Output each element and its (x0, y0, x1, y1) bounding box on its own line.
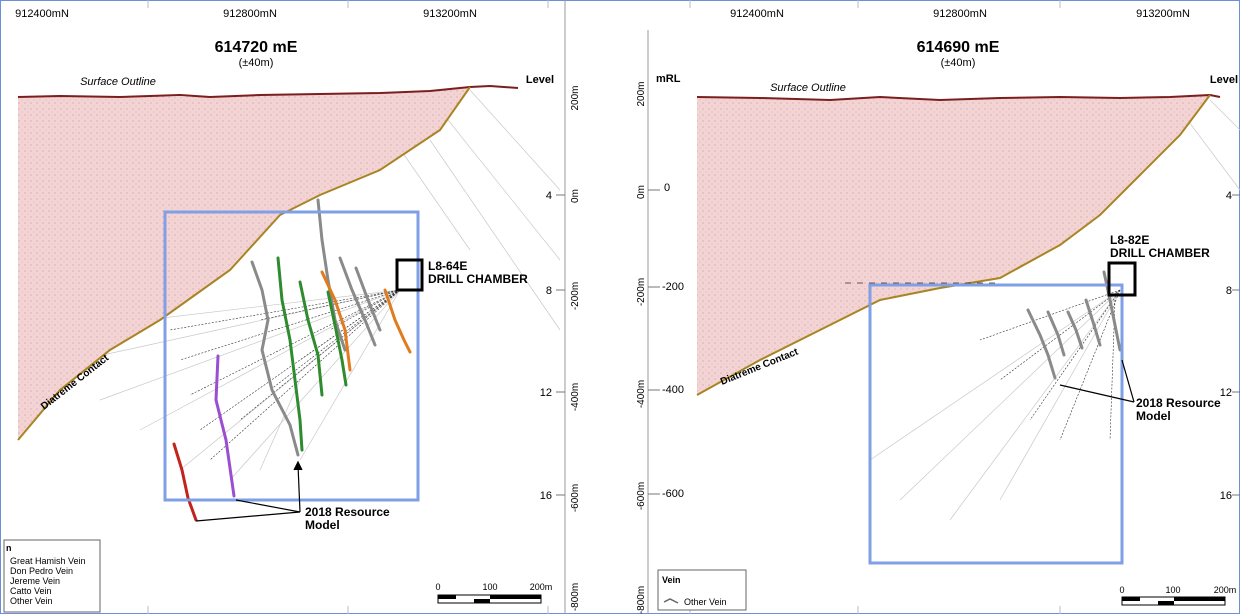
resource-model-box (163, 210, 420, 502)
level-tick: 4 (546, 190, 552, 202)
vein-traces (172, 198, 412, 522)
drill-chamber-label: DRILL CHAMBER (428, 272, 528, 286)
legend-item: Other Vein (684, 597, 727, 607)
rl-value: -400 (662, 384, 684, 396)
legend-item: Great Hamish Vein (10, 556, 86, 566)
surface-outline-label: Surface Outline (770, 82, 846, 94)
vein-legend: Vein Other Vein (657, 569, 747, 611)
rl-tick: 200m (570, 85, 581, 110)
drill-chamber-box (395, 258, 424, 292)
rl-tick: -600m (636, 482, 647, 510)
surface-outline-label: Surface Outline (80, 76, 156, 88)
rl-tick: -800m (570, 583, 581, 611)
section-subtitle: (±40m) (941, 57, 976, 69)
vein-legend: n Great Hamish Vein Don Pedro Vein Jerem… (3, 539, 101, 613)
vein-traces (1026, 270, 1122, 380)
level-tick: 4 (1226, 190, 1232, 202)
diatreme-contact-line (696, 94, 1211, 396)
legend-title: Vein (662, 575, 681, 585)
northing-label: 912400mN (15, 8, 69, 20)
level-tick: 16 (1220, 490, 1232, 502)
rl-tick: 0m (570, 189, 581, 203)
scale-label: 100 (1165, 585, 1180, 595)
scale-label: 0 (435, 582, 440, 592)
level-label: Level (526, 74, 554, 86)
rl-tick: -400m (570, 383, 581, 411)
right-section-panel: 912400mN 912800mN 913200mN 614690 mE (±4… (636, 0, 1240, 614)
northing-label: 912800mN (933, 8, 987, 20)
legend-item: Jereme Vein (10, 576, 60, 586)
northing-label: 912400mN (730, 8, 784, 20)
resource-model-label-2: Model (1136, 409, 1171, 423)
diatreme-fill (18, 87, 470, 440)
drill-chamber-label: DRILL CHAMBER (1110, 246, 1210, 260)
resource-model-arrows (195, 460, 303, 522)
rl-tick: -200m (636, 278, 647, 306)
resource-model-box (868, 283, 1124, 565)
northing-label: 912800mN (223, 8, 277, 20)
drill-fan (979, 289, 1121, 441)
mrl-label: mRL (656, 73, 681, 85)
drill-chamber-id: L8-64E (428, 259, 467, 273)
section-subtitle: (±40m) (239, 57, 274, 69)
rl-tick: -600m (570, 484, 581, 512)
legend-item: Don Pedro Vein (10, 566, 73, 576)
rl-tick: -200m (570, 282, 581, 310)
scale-bar: 0 100 200m (435, 582, 553, 604)
rl-tick: 0m (636, 185, 647, 199)
section-title: 614690 mE (917, 39, 1000, 56)
legend-item: Other Vein (10, 596, 53, 606)
scale-bar: 0 100 200m (1119, 585, 1237, 606)
surface-outline-line (17, 84, 519, 99)
level-tick: 8 (1226, 285, 1232, 297)
level-tick: 16 (540, 490, 552, 502)
diatreme-contact-line (17, 86, 471, 441)
section-title: 614720 mE (215, 39, 298, 56)
diatreme-fill (697, 95, 1210, 395)
level-label: Level (1210, 74, 1238, 86)
surface-outline-line (696, 93, 1221, 102)
rl-tick: 200m (636, 81, 647, 106)
resource-model-arrows (1059, 359, 1135, 403)
level-tick: 12 (1220, 387, 1232, 399)
scale-label: 0 (1119, 585, 1124, 595)
rl-value: 0 (664, 182, 670, 194)
northing-label: 913200mN (423, 8, 477, 20)
rl-tick: -400m (636, 380, 647, 408)
level-tick: 8 (546, 285, 552, 297)
rl-tick: -800m (636, 586, 647, 614)
rl-value: -600 (662, 488, 684, 500)
legend-title: n (6, 543, 12, 553)
left-section-panel: 912400mN 912800mN 913200mN 614720 mE (±4… (3, 0, 581, 614)
northing-label: 913200mN (1136, 8, 1190, 20)
scale-label: 100 (482, 582, 497, 592)
drillhole-traces (869, 99, 1240, 521)
drill-chamber-id: L8-82E (1110, 233, 1149, 247)
drill-chamber-box (1107, 261, 1137, 297)
resource-model-label-1: 2018 Resource (305, 505, 390, 519)
resource-model-label-2: Model (305, 518, 340, 532)
resource-model-label-1: 2018 Resource (1136, 396, 1221, 410)
level-tick: 12 (540, 387, 552, 399)
rl-value: -200 (662, 281, 684, 293)
scale-label: 200m (1214, 585, 1237, 595)
scale-label: 200m (530, 582, 553, 592)
legend-item: Catto Vein (10, 586, 52, 596)
